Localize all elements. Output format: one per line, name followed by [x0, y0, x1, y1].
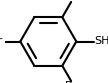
Text: SH: SH [94, 37, 108, 46]
Text: Br: Br [0, 37, 3, 46]
Text: Br: Br [65, 81, 77, 83]
Text: Br: Br [65, 0, 77, 2]
